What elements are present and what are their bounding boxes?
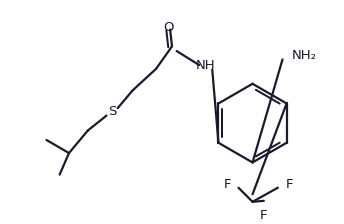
- Text: S: S: [108, 105, 116, 118]
- Text: NH: NH: [196, 58, 216, 71]
- Text: F: F: [260, 209, 268, 222]
- Text: O: O: [163, 21, 173, 34]
- Text: NH₂: NH₂: [292, 49, 317, 62]
- Text: F: F: [224, 179, 231, 192]
- Text: F: F: [285, 179, 293, 192]
